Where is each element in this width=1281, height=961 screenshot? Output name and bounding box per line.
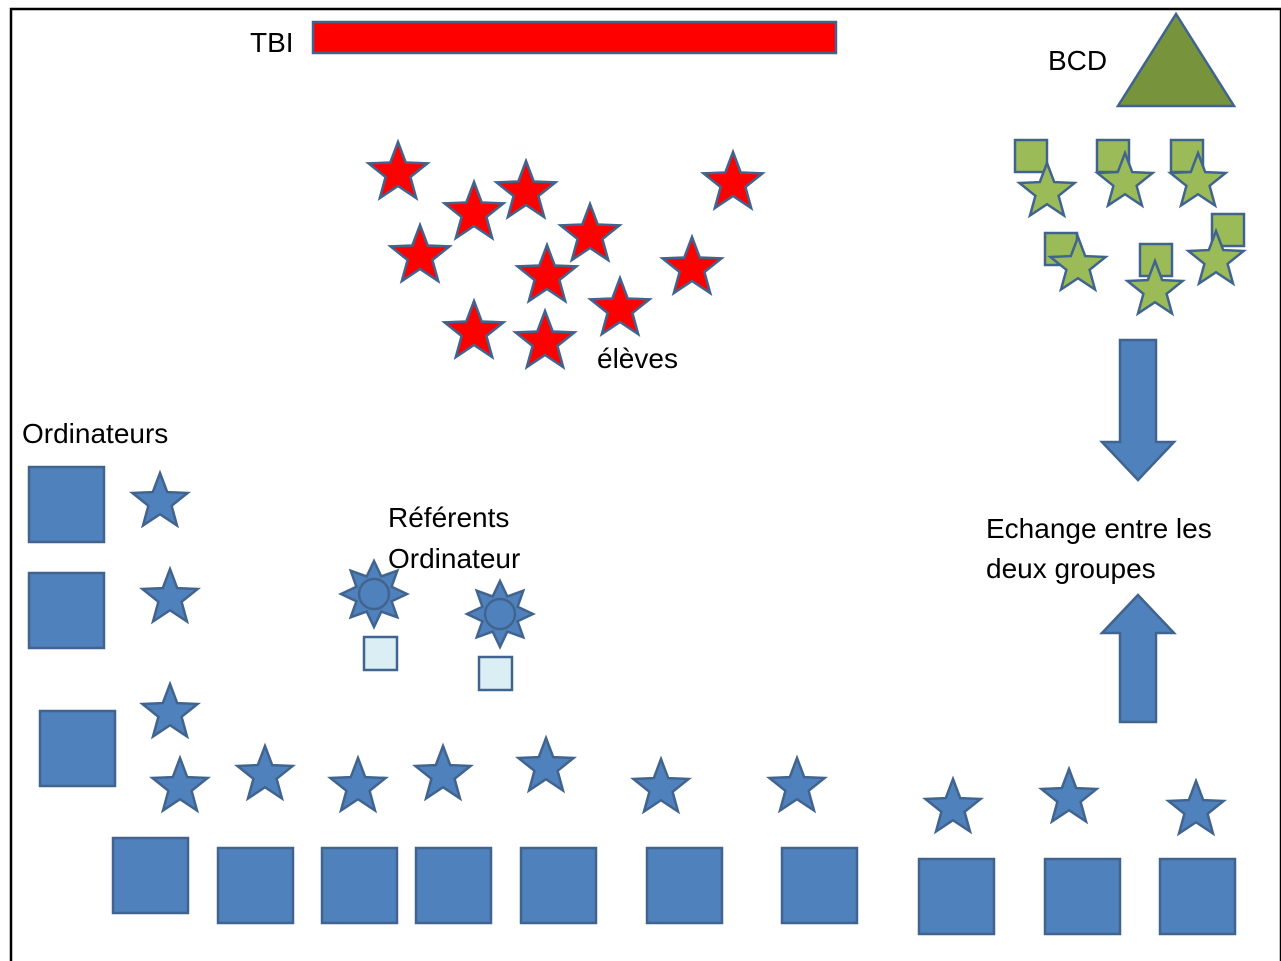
student-star-icon — [493, 157, 559, 220]
student-star-icon — [700, 148, 766, 211]
computer-student-star-icon — [139, 680, 201, 740]
referents-label-line1: Référents — [388, 502, 509, 533]
computer-student-star-icon — [515, 734, 577, 794]
diagram-frame — [9, 7, 1281, 961]
bcd-computer-square-icon — [1013, 138, 1049, 174]
computer-square-icon — [38, 709, 117, 788]
bcd-label: BCD — [1048, 45, 1107, 76]
student-star-icon — [514, 241, 580, 304]
bcd-student-star-icon — [1124, 257, 1186, 317]
computer-square-icon — [780, 846, 859, 925]
referent-sun-icon — [464, 578, 536, 650]
computer-square-icon — [27, 571, 106, 650]
computer-student-star-icon — [327, 754, 389, 814]
tbi-label: TBI — [250, 27, 294, 58]
computer-student-star-icon — [139, 565, 201, 625]
referent-computer-square-icon — [362, 635, 399, 672]
exchange-arrow-down-icon — [1099, 338, 1177, 482]
bcd-student-star-icon — [1094, 149, 1156, 209]
computer-student-star-icon — [1165, 777, 1227, 837]
bcd-student-star-icon — [1185, 227, 1247, 287]
computer-student-star-icon — [1038, 765, 1100, 825]
sun-core — [357, 577, 391, 611]
computer-student-star-icon — [234, 742, 296, 802]
student-star-icon — [441, 297, 507, 360]
computer-square-icon — [320, 846, 399, 925]
computer-square-icon — [645, 846, 724, 925]
computer-square-icon — [111, 836, 190, 915]
exchange-arrow-up-icon — [1099, 593, 1177, 724]
computer-student-star-icon — [149, 754, 211, 814]
computer-student-star-icon — [129, 469, 191, 529]
computer-square-icon — [1043, 857, 1122, 936]
computer-student-star-icon — [412, 742, 474, 802]
computer-student-star-icon — [922, 775, 984, 835]
computer-student-star-icon — [766, 754, 828, 814]
referent-computer-square-icon — [477, 655, 514, 692]
student-star-icon — [441, 178, 507, 241]
sun-core — [483, 597, 517, 631]
bcd-student-star-icon — [1167, 149, 1229, 209]
ordinateurs-label: Ordinateurs — [22, 418, 168, 449]
computer-square-icon — [519, 846, 598, 925]
computer-square-icon — [1158, 857, 1237, 936]
student-star-icon — [365, 138, 431, 201]
tbi-board — [311, 20, 838, 55]
student-star-icon — [587, 274, 653, 337]
computer-square-icon — [216, 846, 295, 925]
student-star-icon — [659, 233, 725, 296]
eleves-label: élèves — [597, 343, 678, 374]
computer-student-star-icon — [630, 755, 692, 815]
computer-square-icon — [27, 465, 106, 544]
referents-label-line2: Ordinateur — [388, 543, 520, 574]
echange-label-line1: Echange entre les — [986, 513, 1212, 544]
referent-sun-icon — [338, 558, 410, 630]
bcd-triangle-icon — [1115, 11, 1237, 108]
student-star-icon — [512, 307, 578, 370]
student-star-icon — [387, 221, 453, 284]
student-star-icon — [557, 200, 623, 263]
computer-square-icon — [917, 857, 996, 936]
computer-square-icon — [414, 846, 493, 925]
bcd-student-star-icon — [1047, 233, 1109, 293]
bcd-student-star-icon — [1016, 159, 1078, 219]
echange-label-line2: deux groupes — [986, 553, 1156, 584]
